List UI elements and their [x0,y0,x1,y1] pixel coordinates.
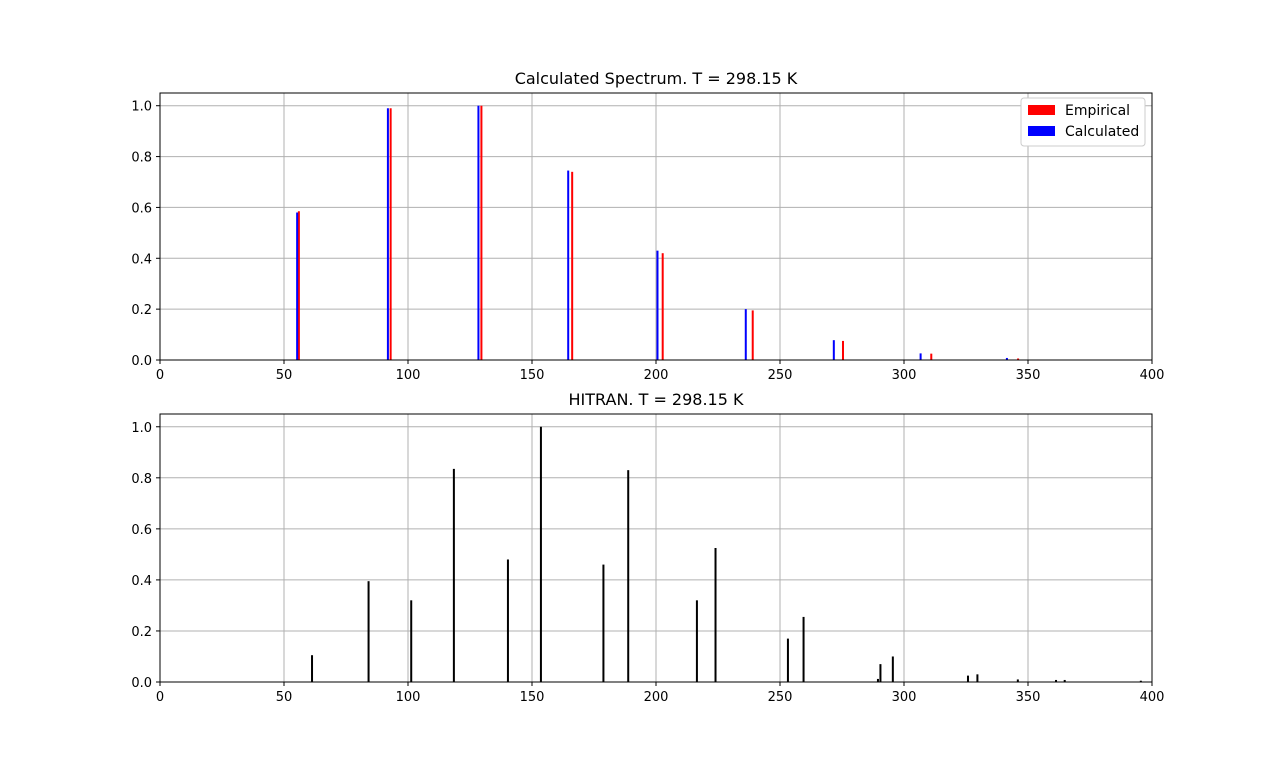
calculated-spectrum-x-tick-label: 150 [520,368,545,383]
hitran-x-tick-label: 250 [768,690,793,705]
calculated-spectrum-bar-calculated [567,170,570,360]
calculated-spectrum-bar-empirical [841,340,844,360]
calculated-spectrum-bar-empirical [297,211,300,360]
hitran-bar-line [1055,679,1058,682]
calculated-spectrum-bar-empirical [930,353,933,360]
calculated-spectrum-bar-empirical [389,108,392,360]
legend-swatch-empirical [1028,105,1055,115]
hitran-bar-line [976,674,979,682]
calculated-spectrum-bar-empirical [1017,358,1020,360]
hitran-bar-line [879,664,882,682]
hitran-title: HITRAN. T = 298.15 K [569,390,745,409]
hitran-x-tick-label: 50 [276,690,293,705]
calculated-spectrum-bar-empirical [661,253,664,360]
hitran-bar-line [627,470,630,682]
calculated-spectrum-y-tick-label: 0.4 [131,252,152,267]
calculated-spectrum-x-tick-label: 200 [644,368,669,383]
legend: Empirical Calculated [1020,97,1146,147]
hitran-y-tick-label: 0.2 [131,625,152,640]
hitran-x-tick-label: 0 [156,690,164,705]
hitran-bar-line [695,600,698,682]
legend-swatch-calculated [1028,126,1055,136]
hitran-bar-line [539,426,542,682]
calculated-spectrum-bar-calculated [744,309,747,360]
calculated-spectrum-y-tick-label: 0.6 [131,201,152,216]
hitran-panel: HITRAN. T = 298.15 K 0 50 100 150 200 250 300 3… [131,390,1164,705]
legend-label-empirical: Empirical [1065,103,1130,119]
calculated-spectrum-y-tick-label: 1.0 [131,100,152,115]
calculated-spectrum-bar-empirical [571,171,574,360]
hitran-bar-line [1016,679,1019,682]
calculated-spectrum-bars [296,105,1020,360]
hitran-y-tick-label: 0.8 [131,472,152,487]
hitran-y-tick-label: 0.4 [131,574,152,589]
hitran-bar-line [802,616,805,682]
hitran-y-ticks: 0.0 0.2 0.4 0.6 0.8 1.0 [131,421,160,691]
calculated-spectrum-x-tick-label: 350 [1016,368,1041,383]
legend-label-calculated: Calculated [1065,124,1139,140]
calculated-spectrum-x-tick-label: 50 [276,368,293,383]
hitran-y-tick-label: 1.0 [131,421,152,436]
calculated-spectrum-bar-calculated [296,212,299,360]
hitran-bar-line [876,678,879,682]
hitran-x-tick-label: 200 [644,690,669,705]
calculated-spectrum-bar-calculated [1005,357,1008,360]
hitran-bar-line [367,581,370,682]
calculated-spectrum-bar-calculated [477,105,480,360]
hitran-bar-line [786,638,789,682]
hitran-bar-line [506,559,509,682]
hitran-bars [311,426,1142,682]
calculated-spectrum-bar-empirical [480,105,483,360]
hitran-bar-line [410,600,413,682]
calculated-spectrum-y-ticks: 0.0 0.2 0.4 0.6 0.8 1.0 [131,100,160,369]
hitran-x-ticks: 0 50 100 150 200 250 300 350 400 [156,682,1165,705]
calculated-spectrum-y-tick-label: 0.0 [131,354,152,369]
hitran-bar-line [452,468,455,682]
calculated-spectrum-title: Calculated Spectrum. T = 298.15 K [515,69,798,88]
hitran-x-tick-label: 100 [396,690,421,705]
calculated-spectrum-panel: Calculated Spectrum. T = 298.15 K 0 50 100… [131,69,1164,383]
calculated-spectrum-x-tick-label: 0 [156,368,164,383]
hitran-x-tick-label: 350 [1016,690,1041,705]
hitran-bar-line [1063,679,1066,682]
calculated-spectrum-bar-calculated [919,353,922,360]
hitran-y-tick-label: 0.6 [131,523,152,538]
hitran-bar-line [891,656,894,682]
calculated-spectrum-bar-calculated [386,108,389,360]
calculated-spectrum-bar-empirical [751,310,754,360]
calculated-spectrum-bar-calculated [656,250,659,360]
calculated-spectrum-x-tick-label: 250 [768,368,793,383]
calculated-spectrum-x-tick-label: 400 [1140,368,1165,383]
hitran-x-tick-label: 300 [892,690,917,705]
calculated-spectrum-x-ticks: 0 50 100 150 200 250 300 350 400 [156,360,1165,383]
calculated-spectrum-y-tick-label: 0.8 [131,151,152,166]
hitran-bar-line [602,564,605,682]
calculated-spectrum-x-tick-label: 100 [396,368,421,383]
calculated-spectrum-x-tick-label: 300 [892,368,917,383]
calculated-spectrum-bar-calculated [832,340,835,360]
hitran-bar-line [1139,680,1142,682]
hitran-y-tick-label: 0.0 [131,676,152,691]
hitran-bar-line [966,675,969,682]
hitran-bar-line [714,548,717,682]
calculated-spectrum-y-tick-label: 0.2 [131,303,152,318]
hitran-x-tick-label: 150 [520,690,545,705]
hitran-bar-line [311,655,314,682]
hitran-x-tick-label: 400 [1140,690,1165,705]
